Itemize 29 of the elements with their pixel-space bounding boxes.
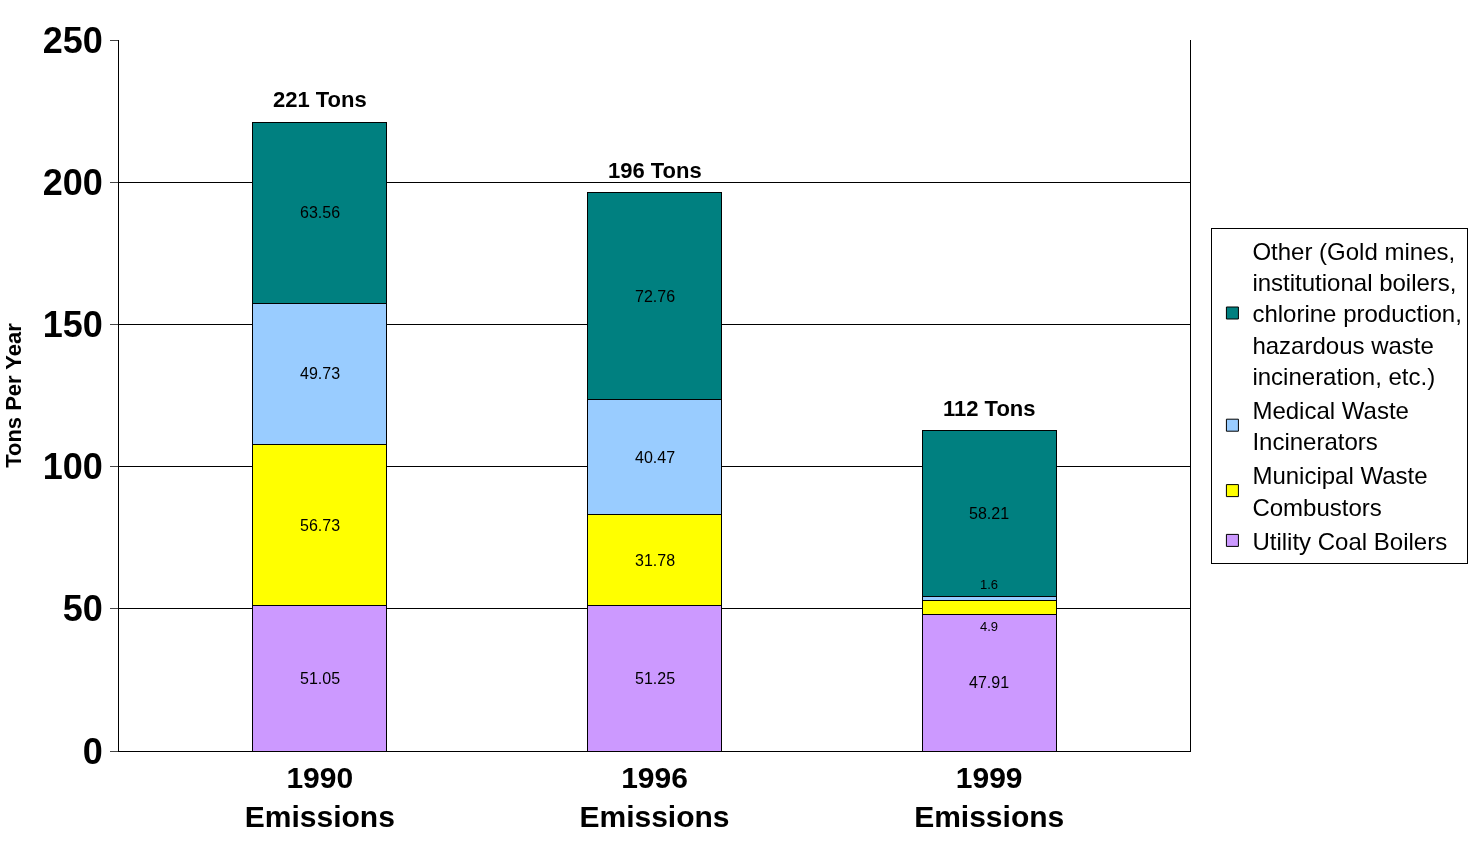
legend-label: Utility Coal Boilers <box>1252 527 1448 555</box>
data-label: 4.9 <box>980 619 999 634</box>
legend-label: Medical Waste Incinerators <box>1252 396 1409 456</box>
data-label: 40.47 <box>635 449 676 466</box>
data-label: 51.25 <box>635 670 676 687</box>
legend-label: Municipal Waste Combustors <box>1252 462 1428 521</box>
data-label: 58.21 <box>969 505 1010 522</box>
y-tick-label: 150 <box>42 304 103 345</box>
data-label: 72.76 <box>635 288 676 305</box>
y-tick-label: 50 <box>62 588 103 630</box>
total-label: 196 Tons <box>608 158 702 183</box>
data-label: 51.05 <box>300 670 341 687</box>
data-label: 47.91 <box>969 674 1010 691</box>
y-tick-label: 250 <box>42 19 103 61</box>
x-tick-label: 1996 Emissions <box>579 761 730 833</box>
data-label: 31.78 <box>635 552 676 569</box>
total-label: 112 Tons <box>943 396 1036 421</box>
y-axis-title: Tons Per Year <box>0 322 26 468</box>
data-label: 49.73 <box>300 365 341 382</box>
total-label: 221 Tons <box>273 87 367 112</box>
y-tick-label: 0 <box>82 730 103 772</box>
x-tick-label: 1999 Emissions <box>914 761 1065 833</box>
data-label: 1.6 <box>980 577 999 592</box>
data-label: 56.73 <box>300 517 341 534</box>
y-tick-label: 100 <box>42 446 103 488</box>
legend-label: Other (Gold mines, institutional boilers, chlorine production, hazardous waste incineration, etc.) <box>1252 237 1462 390</box>
data-label: 63.56 <box>300 204 341 221</box>
y-tick-label: 200 <box>42 161 103 203</box>
x-tick-label: 1990 Emissions <box>244 761 395 833</box>
